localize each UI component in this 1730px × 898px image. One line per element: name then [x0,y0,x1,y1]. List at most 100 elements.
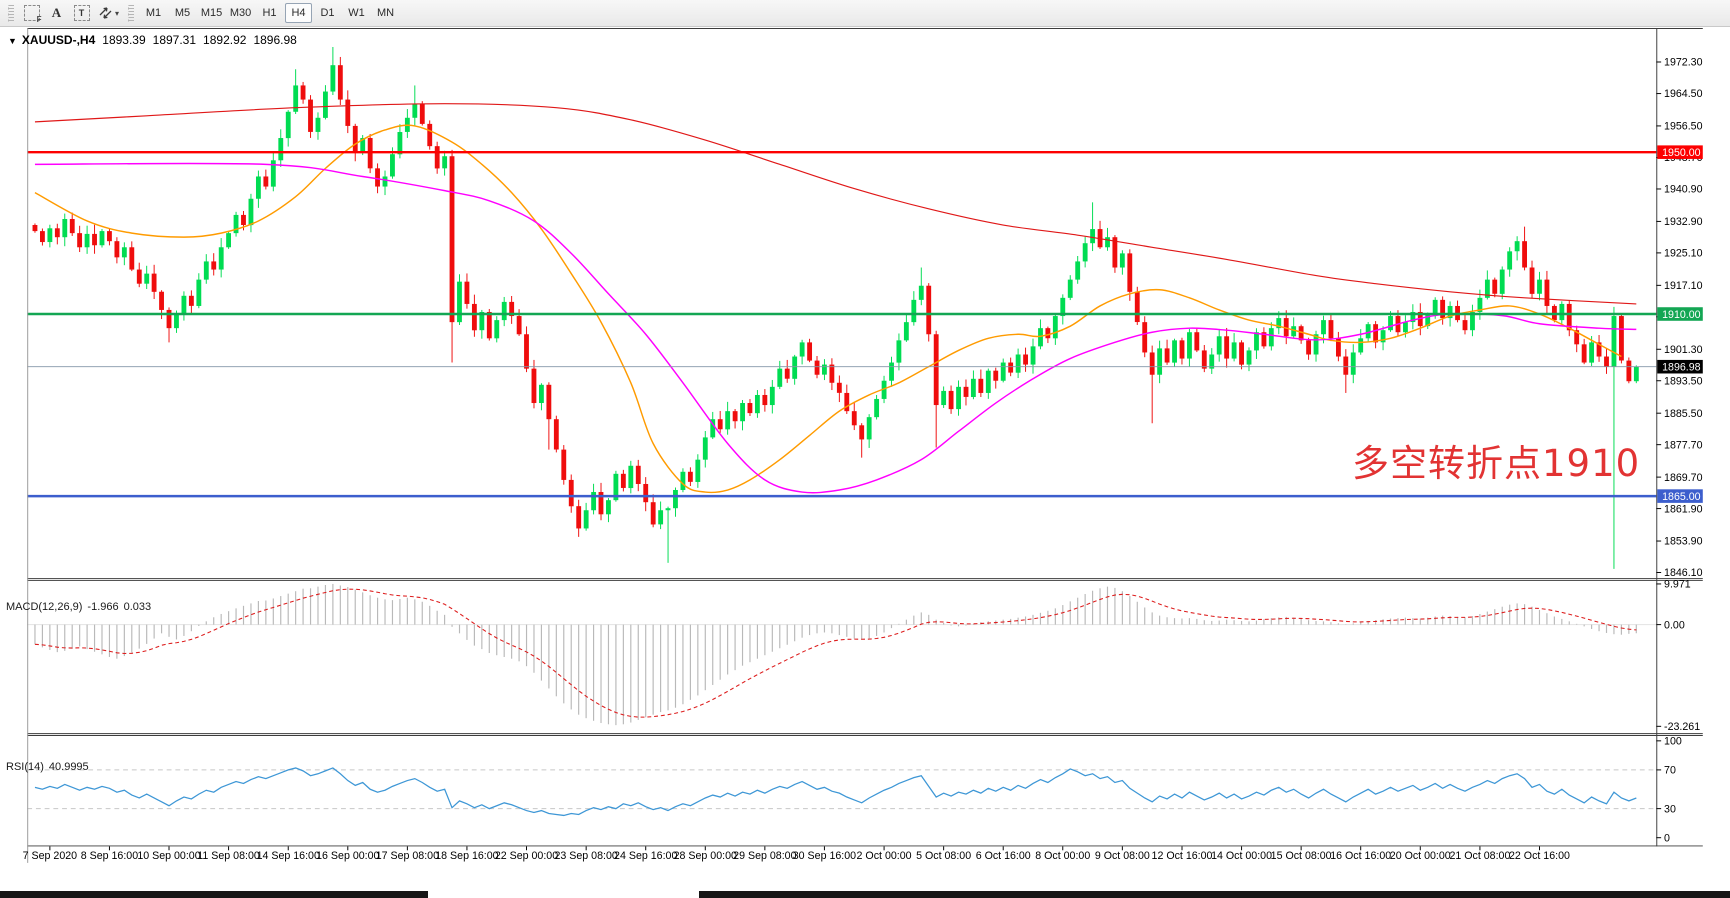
svg-text:18 Sep 16:00: 18 Sep 16:00 [435,850,498,862]
level-label-1910.00[interactable] [1657,307,1703,321]
rsi-value: 40.9995 [48,761,89,773]
bar-open-value: 1893.39 [102,33,146,47]
collapse-triangle-icon[interactable]: ▼ [8,36,17,46]
svg-text:1950.00: 1950.00 [1662,147,1701,159]
rsi-pane-layer [27,767,1657,817]
svg-text:2 Oct 00:00: 2 Oct 00:00 [857,850,912,862]
svg-text:21 Oct 08:00: 21 Oct 08:00 [1449,850,1510,862]
svg-text:1956.50: 1956.50 [1664,121,1703,133]
chart-title-bar: ▼ XAUUSD-,H4 1893.39 1897.31 1892.92 1896.98 [8,33,297,47]
ma-magenta-line [34,162,1637,494]
level-label-1950.00[interactable] [1657,145,1703,159]
text-label-tool-button[interactable]: A [44,2,69,24]
candles-layer [32,46,1639,569]
svg-text:1885.50: 1885.50 [1664,408,1703,420]
pane-borders [27,28,1703,863]
timeframe-w1-button[interactable]: W1 [343,3,370,23]
svg-text:1925.10: 1925.10 [1664,248,1703,260]
chevron-down-icon: ▾ [115,8,120,18]
macd-histogram [27,583,1657,726]
svg-text:28 Sep 00:00: 28 Sep 00:00 [674,850,737,862]
ma-red-line [34,103,1637,305]
svg-text:0.00: 0.00 [1664,619,1685,631]
svg-text:1869.70: 1869.70 [1664,472,1703,484]
svg-text:29 Sep 08:00: 29 Sep 08:00 [733,850,796,862]
svg-text:-23.261: -23.261 [1664,721,1700,733]
svg-text:1861.90: 1861.90 [1664,503,1703,515]
symbol-name: XAUUSD-,H4 [21,33,96,47]
level-label-1865.00[interactable] [1657,489,1703,503]
svg-text:14 Oct 00:00: 14 Oct 00:00 [1211,850,1272,862]
svg-text:16 Sep 00:00: 16 Sep 00:00 [316,850,379,862]
rsi-line [34,767,1637,817]
toolbar: F A T ▾ M1 M5 M15 M30 H1 H4 D1 W1 MN [0,0,1730,27]
bottom-window-edge [0,890,1730,898]
svg-text:1901.30: 1901.30 [1664,344,1703,356]
timeframe-d1-button[interactable]: D1 [314,3,341,23]
svg-text:1940.90: 1940.90 [1664,184,1703,196]
svg-text:9.971: 9.971 [1664,579,1691,591]
svg-text:1846.10: 1846.10 [1664,567,1703,579]
svg-text:20 Oct 00:00: 20 Oct 00:00 [1390,850,1451,862]
svg-text:8 Sep 16:00: 8 Sep 16:00 [81,850,138,862]
svg-text:15 Oct 08:00: 15 Oct 08:00 [1271,850,1332,862]
timeframe-m1-button[interactable]: M1 [140,3,167,23]
svg-text:24 Sep 16:00: 24 Sep 16:00 [614,850,677,862]
macd-name: MACD(12,26,9) [6,601,83,613]
text-tool-button[interactable]: T [69,2,94,24]
svg-text:12 Oct 16:00: 12 Oct 16:00 [1152,850,1213,862]
svg-text:16 Oct 16:00: 16 Oct 16:00 [1330,850,1391,862]
timeframe-mn-button[interactable]: MN [372,3,399,23]
svg-text:30 Sep 16:00: 30 Sep 16:00 [793,850,856,862]
rsi-name: RSI(14) [6,761,44,773]
bar-close-value: 1896.98 [253,33,297,47]
svg-text:22 Sep 00:00: 22 Sep 00:00 [495,850,558,862]
macd-signal-value: 0.033 [123,601,152,613]
level-label-1896.98[interactable] [1657,359,1703,374]
freehand-tool-button[interactable]: F [19,2,44,24]
svg-text:6 Oct 16:00: 6 Oct 16:00 [976,850,1031,862]
timeframe-h4-button[interactable]: H4 [285,3,313,23]
ma-orange-line [34,124,1622,494]
svg-text:17 Sep 08:00: 17 Sep 08:00 [376,850,439,862]
timeframe-toolbar: M1 M5 M15 M30 H1 H4 D1 W1 MN [139,3,400,23]
macd-main-value: -1.966 [87,601,119,613]
window-edge-segment [699,891,1730,898]
svg-text:1853.90: 1853.90 [1664,536,1703,548]
text-tool-icon: T [73,5,90,21]
chart-canvas[interactable]: 1972.301964.501956.501948.701940.901932.… [0,28,1730,890]
svg-text:11 Sep 08:00: 11 Sep 08:00 [197,850,260,862]
svg-text:1972.30: 1972.30 [1664,57,1703,69]
price-axis[interactable]: 1972.301964.501956.501948.701940.901932.… [1656,57,1703,845]
timeframe-m15-button[interactable]: M15 [198,3,225,23]
svg-text:100: 100 [1664,736,1682,748]
svg-text:7 Sep 2020: 7 Sep 2020 [23,850,78,862]
svg-text:1964.50: 1964.50 [1664,88,1703,100]
svg-text:70: 70 [1664,765,1676,777]
timeframe-h1-button[interactable]: H1 [256,3,283,23]
bar-low-value: 1892.92 [203,33,247,47]
text-label-icon: A [51,5,62,20]
svg-text:8 Oct 00:00: 8 Oct 00:00 [1035,850,1090,862]
toolbar-grip[interactable] [8,4,14,22]
svg-text:23 Sep 08:00: 23 Sep 08:00 [555,850,618,862]
timeframe-m30-button[interactable]: M30 [227,3,254,23]
svg-text:1932.90: 1932.90 [1664,216,1703,228]
svg-text:1910.00: 1910.00 [1662,309,1701,321]
freehand-icon: F [23,5,42,24]
cycle-arrows-tool-button[interactable]: ▾ [94,2,123,24]
timeframe-m5-button[interactable]: M5 [169,3,196,23]
chart-annotation[interactable]: 多空转折点1910 [1352,442,1641,485]
svg-text:1893.50: 1893.50 [1664,375,1703,387]
svg-text:22 Oct 16:00: 22 Oct 16:00 [1509,850,1570,862]
macd-indicator-label: MACD(12,26,9) -1.966 0.033 [6,601,156,613]
svg-text:1896.98: 1896.98 [1662,362,1701,374]
toolbar-grip[interactable] [128,4,135,22]
svg-text:1865.00: 1865.00 [1662,491,1701,503]
bar-high-value: 1897.31 [152,33,197,47]
svg-text:14 Sep 16:00: 14 Sep 16:00 [257,850,320,862]
window-edge-segment [0,891,428,898]
cycle-arrows-icon [99,7,112,19]
